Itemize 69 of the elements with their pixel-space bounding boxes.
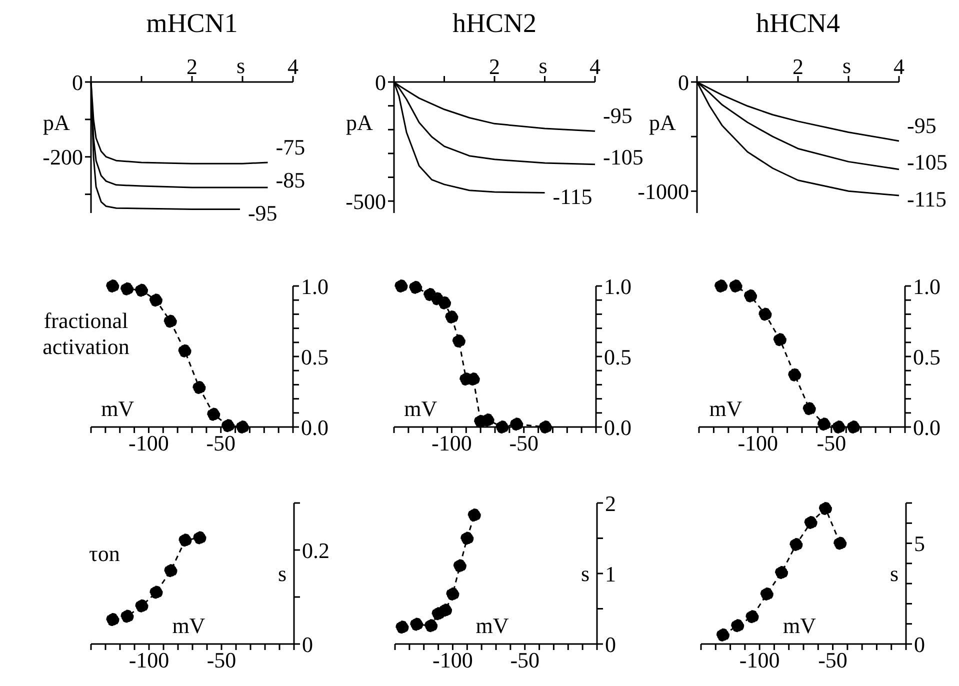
y-tick-label: 2: [605, 490, 616, 516]
y-tick-label: 0.2: [302, 538, 330, 563]
x-tick-label: -50: [206, 430, 236, 456]
series-label: -95: [603, 103, 632, 128]
y-tick-label: 1: [605, 561, 616, 586]
x-axis-title: s: [236, 53, 246, 78]
chart-title: hHCN4: [754, 8, 841, 39]
x-axis-title: mV: [101, 396, 134, 421]
x-tick-label: 2: [186, 54, 198, 79]
x-axis-title: s: [842, 53, 852, 78]
y-axis-title: s: [278, 561, 287, 586]
chart-title: mHCN1: [145, 8, 239, 39]
annotation: τon: [89, 541, 120, 568]
y-tick-label: -500: [346, 188, 386, 214]
x-tick-label: -100: [432, 430, 472, 456]
x-tick-label: -50: [816, 430, 846, 456]
series-label: -75: [276, 134, 306, 160]
x-axis-title: mV: [476, 613, 509, 638]
x-axis-title: mV: [709, 396, 742, 421]
series-label: -115: [907, 186, 947, 212]
y-tick-label: -1000: [638, 178, 689, 204]
x-tick-label: 2: [792, 54, 804, 79]
x-tick-label: 4: [894, 54, 904, 79]
series-label: -95: [248, 200, 278, 226]
y-tick-label: 0.5: [604, 344, 632, 370]
x-tick-label: -50: [206, 648, 236, 673]
y-axis-title: s: [890, 561, 899, 586]
y-axis-title: pA: [43, 110, 70, 135]
x-axis-title: mV: [172, 613, 206, 638]
x-tick-label: -100: [128, 648, 170, 673]
y-axis-title: pA: [346, 110, 373, 135]
series-label: -85: [276, 168, 306, 193]
x-tick-label: -100: [738, 430, 778, 456]
x-tick-label: 4: [288, 54, 298, 79]
x-tick-label: -100: [739, 648, 780, 673]
y-tick-label: 0: [302, 632, 313, 657]
y-tick-label: 0.0: [913, 414, 940, 440]
x-axis-title: s: [538, 53, 548, 78]
y-tick-label: 0: [914, 632, 925, 657]
y-axis-title: s: [581, 561, 590, 586]
x-axis-title: mV: [783, 613, 816, 638]
series-label: -105: [907, 149, 948, 174]
y-tick-label: 0: [605, 632, 616, 657]
y-tick-label: 0.0: [604, 414, 632, 440]
y-tick-label: -200: [42, 144, 83, 170]
x-axis-title: mV: [404, 396, 438, 421]
y-tick-label: 0: [375, 70, 386, 95]
y-tick-label: 5: [914, 531, 925, 556]
annotation: fractional activation: [42, 308, 130, 361]
chart-title: hHCN2: [451, 8, 538, 39]
y-tick-label: 1.0: [913, 274, 940, 299]
x-tick-label: -100: [128, 430, 169, 456]
x-tick-label: -50: [509, 430, 539, 456]
x-tick-label: -50: [818, 648, 848, 673]
y-tick-label: 0.0: [301, 414, 328, 440]
y-tick-label: 1.0: [604, 274, 632, 299]
y-tick-label: 0.5: [301, 344, 328, 370]
series-label: -95: [907, 112, 936, 138]
x-tick-label: 2: [489, 54, 500, 79]
y-tick-label: 0: [678, 70, 689, 95]
y-tick-label: 1.0: [301, 274, 328, 299]
y-tick-label: 0.5: [913, 344, 940, 370]
x-tick-label: 4: [590, 54, 600, 79]
x-tick-label: -50: [510, 648, 540, 673]
series-label: -115: [552, 184, 592, 209]
y-axis-title: pA: [649, 110, 676, 135]
y-tick-label: 0: [72, 70, 83, 95]
series-label: -105: [603, 144, 644, 170]
x-tick-label: -100: [432, 648, 473, 673]
